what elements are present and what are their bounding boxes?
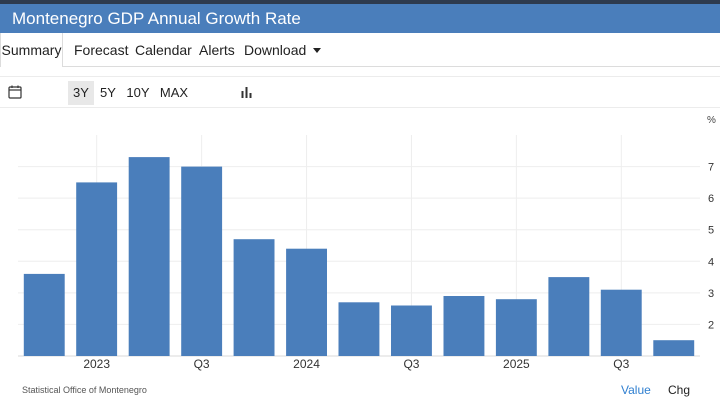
top-strip bbox=[0, 0, 720, 4]
x-tick-label: Q3 bbox=[194, 357, 210, 371]
tab-alerts[interactable]: Alerts bbox=[199, 42, 235, 58]
y-tick-label: 7 bbox=[708, 162, 714, 174]
range-max-button[interactable]: MAX bbox=[159, 85, 189, 100]
y-tick-label: 4 bbox=[708, 256, 714, 268]
x-tick-label: 2023 bbox=[83, 357, 110, 371]
chevron-down-icon bbox=[313, 47, 322, 53]
bar-2024-q4[interactable] bbox=[443, 296, 485, 356]
tab-calendar[interactable]: Calendar bbox=[135, 42, 192, 58]
tab-summary[interactable]: Summary bbox=[0, 33, 63, 67]
tab-download-label: Download bbox=[244, 42, 307, 58]
bar-2025-q1[interactable] bbox=[495, 299, 537, 356]
bar-2023-q2[interactable] bbox=[128, 157, 170, 356]
x-tick-label: 2025 bbox=[503, 357, 530, 371]
tab-bar: Summary Forecast Calendar Alerts Downloa… bbox=[0, 33, 720, 67]
y-tick-label: 2 bbox=[708, 319, 714, 331]
bar-2025-q3[interactable] bbox=[600, 289, 642, 356]
bar-2023-q3[interactable] bbox=[181, 166, 223, 356]
bar-2024-q1[interactable] bbox=[286, 248, 327, 356]
x-tick-label: 2024 bbox=[293, 357, 320, 371]
bar-2025-q4[interactable] bbox=[653, 340, 695, 356]
bar-2024-q3[interactable] bbox=[391, 305, 432, 357]
bar-chart-icon[interactable] bbox=[240, 85, 254, 99]
value-toggle[interactable]: Value bbox=[621, 383, 651, 397]
x-tick-label: Q3 bbox=[613, 357, 629, 371]
change-toggle[interactable]: Chg bbox=[668, 383, 691, 397]
calendar-icon[interactable] bbox=[8, 85, 22, 99]
gdp-bar-chart: 2 3 4 5 6 7 2023 Q3 2024 Q3 2025 Q3 % bbox=[18, 115, 716, 371]
bar-2023-q4[interactable] bbox=[233, 239, 275, 356]
y-tick-label: 5 bbox=[708, 225, 714, 237]
range-10y-button[interactable]: 10Y bbox=[126, 85, 150, 100]
tab-forecast[interactable]: Forecast bbox=[74, 42, 129, 58]
tab-download[interactable]: Download bbox=[244, 33, 322, 67]
y-unit-label: % bbox=[707, 115, 716, 126]
range-5y-button[interactable]: 5Y bbox=[100, 85, 116, 100]
y-tick-label: 3 bbox=[708, 288, 714, 300]
bar-2023-q1[interactable] bbox=[76, 182, 118, 356]
bar-2022-q4[interactable] bbox=[23, 273, 65, 356]
bar-2025-q2[interactable] bbox=[548, 277, 590, 356]
x-tick-label: Q3 bbox=[403, 357, 419, 371]
chart-toolbar: 3Y 5Y 10Y MAX bbox=[0, 76, 720, 108]
bar-2024-q2[interactable] bbox=[338, 302, 380, 356]
page-title: Montenegro GDP Annual Growth Rate bbox=[0, 4, 720, 33]
range-3y-button[interactable]: 3Y bbox=[68, 81, 94, 105]
source-label: Statistical Office of Montenegro bbox=[22, 385, 147, 395]
y-tick-label: 6 bbox=[708, 193, 714, 205]
